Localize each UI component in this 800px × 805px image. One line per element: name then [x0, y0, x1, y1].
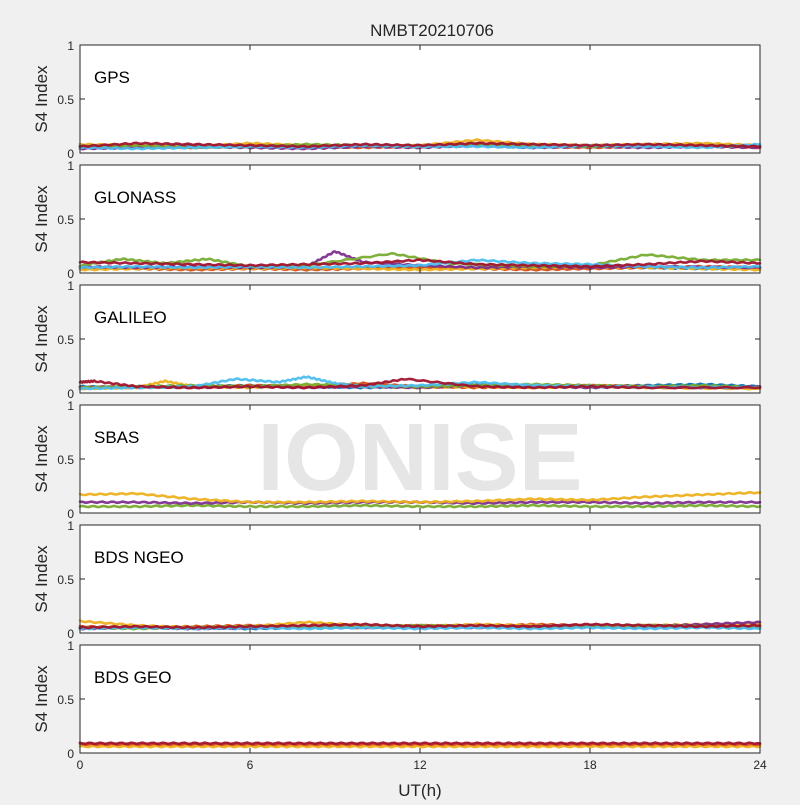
x-tick-label: 0: [77, 758, 84, 772]
panel-label: GLONASS: [94, 188, 176, 207]
series-5: [78, 258, 762, 270]
series-6: [78, 258, 762, 269]
y-tick-label: 0.5: [57, 213, 74, 227]
axes-frame: [79, 44, 761, 154]
axes-frame: [79, 524, 761, 634]
panel-3: IONISE 0 0.5 1 SBAS S4 Index: [32, 399, 762, 521]
series-0: [78, 503, 762, 509]
y-axis-label: S4 Index: [32, 305, 51, 373]
y-tick-label: 0: [67, 747, 74, 761]
x-tick-label: 6: [247, 758, 254, 772]
y-tick-label: 0.5: [57, 93, 74, 107]
y-tick-label: 0: [67, 387, 74, 401]
y-axis-label: S4 Index: [32, 65, 51, 133]
panel-label: GALILEO: [94, 308, 167, 327]
axes-frame: [79, 644, 761, 754]
axes-frame: [79, 284, 761, 394]
panel-label: SBAS: [94, 428, 139, 447]
y-tick-label: 1: [67, 399, 74, 413]
panel-0: 0 0.5 1 GPS S4 Index: [32, 39, 762, 161]
series-6: [78, 622, 762, 630]
panel-2: 0 0.5 1 GALILEO S4 Index: [32, 279, 762, 401]
y-axis-label: S4 Index: [32, 545, 51, 613]
x-tick-label: 24: [753, 758, 767, 772]
y-tick-label: 0: [67, 267, 74, 281]
panel-background: [80, 525, 760, 633]
y-axis-label: S4 Index: [32, 425, 51, 493]
y-tick-label: 0.5: [57, 573, 74, 587]
axes-frame: [79, 164, 761, 274]
x-axis-label: UT(h): [398, 781, 441, 800]
panel-background: [80, 645, 760, 753]
series-6: [78, 141, 762, 149]
y-tick-label: 0: [67, 507, 74, 521]
y-tick-label: 1: [67, 159, 74, 173]
y-tick-label: 0: [67, 147, 74, 161]
axes-frame: [79, 404, 761, 514]
panel-label: BDS GEO: [94, 668, 171, 687]
panel-label: BDS NGEO: [94, 548, 184, 567]
panel-5: 0 0.5 1 0 6 12 18 24 BDS GEO S4 Index: [32, 639, 767, 772]
series-2: [78, 490, 762, 505]
x-tick-label: 18: [583, 758, 597, 772]
y-tick-label: 1: [67, 639, 74, 653]
y-tick-label: 0: [67, 627, 74, 641]
y-tick-label: 0.5: [57, 693, 74, 707]
panel-4: 0 0.5 1 BDS NGEO S4 Index: [32, 519, 762, 641]
y-tick-label: 0.5: [57, 333, 74, 347]
y-axis-label: S4 Index: [32, 665, 51, 733]
y-tick-label: 1: [67, 39, 74, 53]
figure-title: NMBT20210706: [370, 21, 494, 40]
series-2: [78, 741, 762, 746]
y-axis-label: S4 Index: [32, 185, 51, 253]
x-tick-label: 12: [413, 758, 427, 772]
y-tick-label: 0.5: [57, 453, 74, 467]
y-tick-label: 1: [67, 279, 74, 293]
panel-label: GPS: [94, 68, 130, 87]
panel-background: [80, 285, 760, 393]
panel-1: 0 0.5 1 GLONASS S4 Index: [32, 159, 762, 281]
series-6: [78, 377, 762, 390]
y-tick-label: 1: [67, 519, 74, 533]
panel-background: [80, 405, 760, 513]
watermark: IONISE: [257, 404, 582, 511]
series-0: [78, 744, 762, 749]
panel-background: [80, 45, 760, 153]
